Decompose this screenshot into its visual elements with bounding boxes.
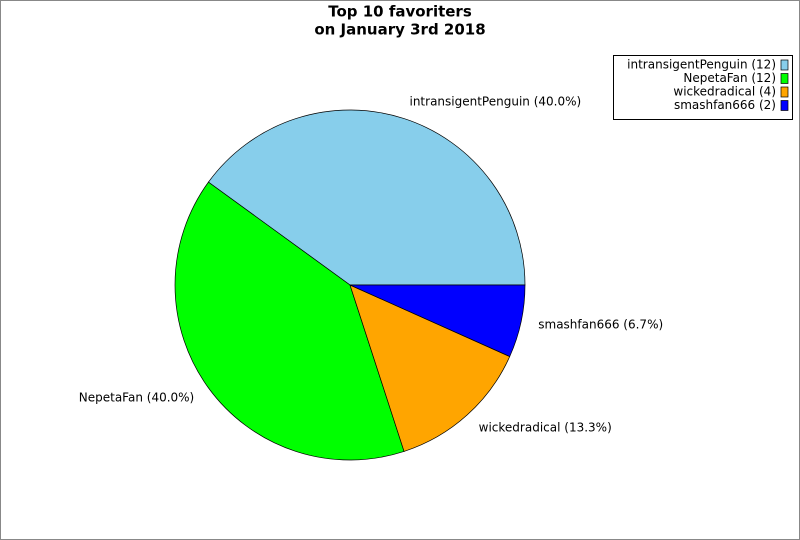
- slice-label: NepetaFan (40.0%): [79, 391, 194, 405]
- legend-label: NepetaFan (12): [683, 71, 776, 85]
- legend-swatch: [780, 73, 789, 84]
- pie-slice: [174, 181, 405, 461]
- slice-label: intransigentPenguin (40.0%): [409, 94, 581, 108]
- chart-title: Top 10 favoriters: [328, 3, 472, 21]
- legend-swatch: [780, 59, 789, 71]
- legend-label: smashfan666 (2): [674, 98, 776, 112]
- pie-slice: [207, 109, 526, 286]
- pie-slice: [349, 284, 511, 452]
- legend-box: [613, 55, 793, 120]
- legend-label: intransigentPenguin (12): [627, 58, 776, 72]
- legend-swatch: [780, 100, 789, 111]
- legend-label: wickedradical (4): [673, 85, 776, 99]
- slice-label: smashfan666 (6.7%): [538, 318, 663, 332]
- pie-slice: [349, 284, 526, 357]
- chart-subtitle: on January 3rd 2018: [314, 21, 485, 39]
- slice-label: wickedradical (13.3%): [479, 421, 612, 435]
- legend-swatch: [780, 86, 789, 98]
